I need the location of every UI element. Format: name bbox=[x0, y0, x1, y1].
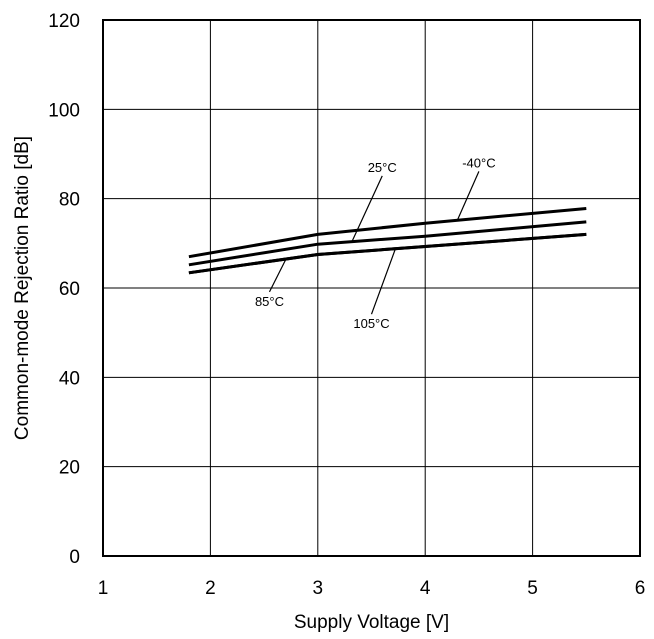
x-axis-title: Supply Voltage [V] bbox=[294, 612, 449, 633]
annotation-label: 25°C bbox=[368, 160, 397, 175]
series-line bbox=[188, 232, 587, 275]
x-tick-label: 5 bbox=[527, 578, 538, 599]
annotation-label: 105°C bbox=[353, 316, 389, 331]
x-tick-label: 4 bbox=[420, 578, 431, 599]
x-tick-label: 6 bbox=[635, 578, 646, 599]
annotation-label: -40°C bbox=[462, 155, 495, 170]
annotations: 25°C -40°C 85°C 105°C bbox=[255, 155, 496, 331]
y-tick-label: 60 bbox=[59, 279, 80, 300]
y-axis-title: Common-mode Rejection Ratio [dB] bbox=[12, 136, 33, 440]
grid bbox=[103, 20, 640, 556]
x-tick-label: 3 bbox=[313, 578, 324, 599]
annotation-leader-line bbox=[351, 175, 383, 242]
series-lines bbox=[188, 207, 587, 275]
annotation-label: 85°C bbox=[255, 294, 284, 309]
x-tick-label: 1 bbox=[98, 578, 109, 599]
annotation-leader-line bbox=[456, 171, 480, 221]
y-tick-label: 40 bbox=[59, 368, 80, 389]
x-tick-label: 2 bbox=[205, 578, 216, 599]
y-tick-label: 100 bbox=[48, 100, 80, 121]
annotation-leader-line bbox=[370, 249, 396, 315]
series-line bbox=[188, 207, 587, 259]
y-tick-label: 120 bbox=[48, 11, 80, 32]
series-line bbox=[188, 220, 587, 267]
annotation-leader-line bbox=[268, 259, 287, 293]
y-tick-label: 0 bbox=[69, 547, 80, 568]
y-tick-label: 20 bbox=[59, 458, 80, 479]
y-tick-label: 80 bbox=[59, 190, 80, 211]
plot-frame bbox=[102, 19, 641, 557]
